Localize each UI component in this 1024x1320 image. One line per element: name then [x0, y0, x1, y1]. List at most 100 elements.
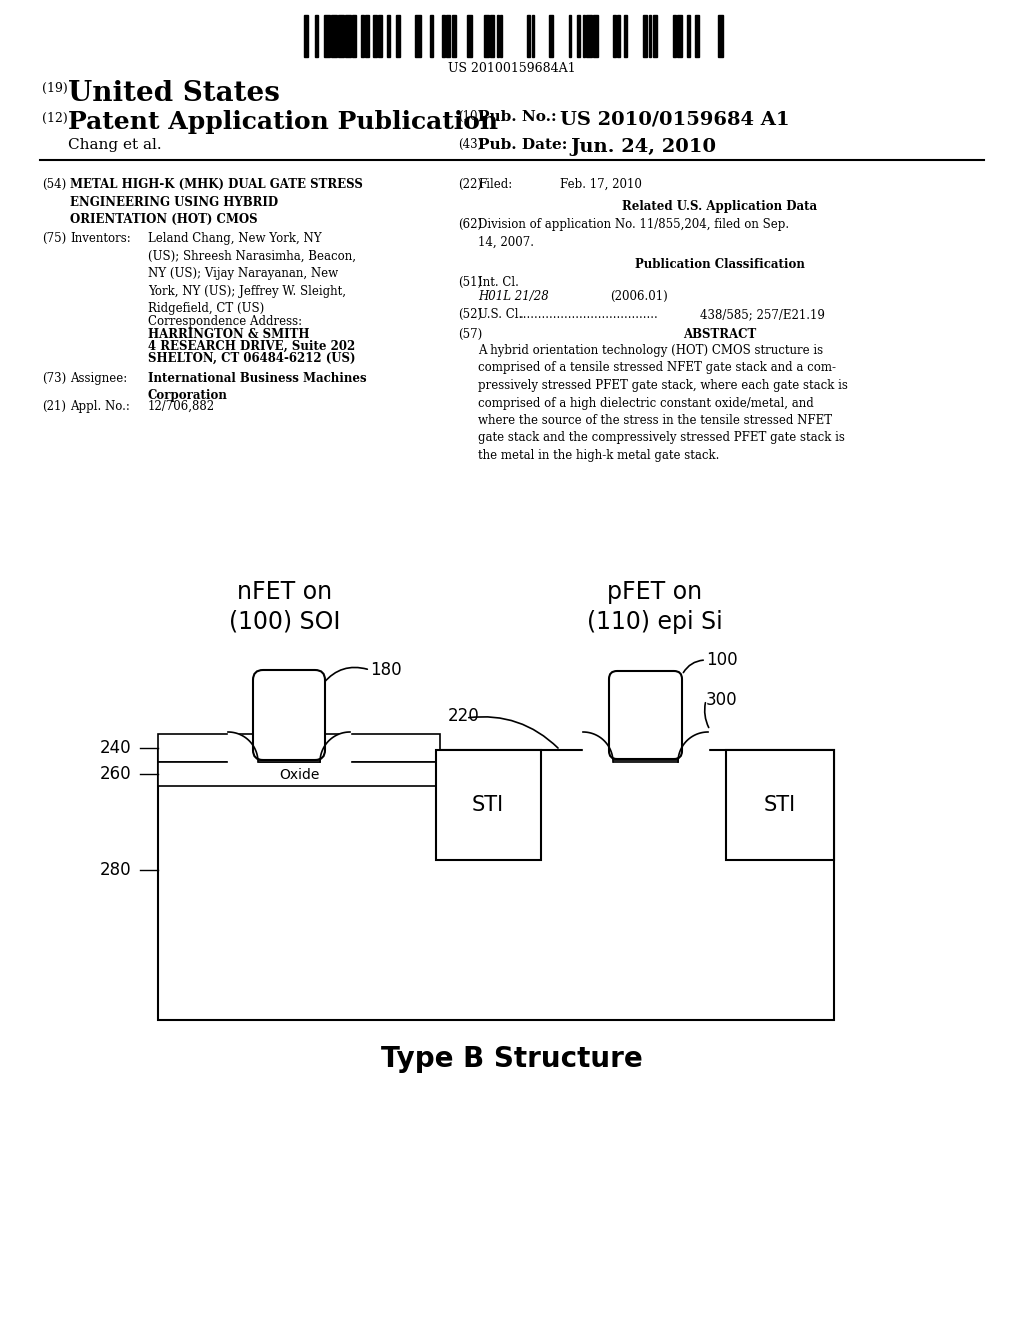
Text: (22): (22)	[458, 178, 482, 191]
Text: Filed:: Filed:	[478, 178, 512, 191]
Bar	[331, 15, 337, 57]
Text: (51): (51)	[458, 276, 482, 289]
Text: .....................................: .....................................	[520, 308, 658, 321]
Bar	[577, 15, 580, 57]
Text: US 2010/0159684 A1: US 2010/0159684 A1	[560, 110, 790, 128]
Text: 220: 220	[449, 708, 480, 725]
Text: Assignee:: Assignee:	[70, 372, 127, 385]
Bar	[583, 15, 585, 57]
Text: US 20100159684A1: US 20100159684A1	[449, 62, 575, 75]
Text: Feb. 17, 2010: Feb. 17, 2010	[560, 178, 642, 191]
Text: U.S. Cl.: U.S. Cl.	[478, 308, 522, 321]
Text: Oxide: Oxide	[279, 768, 319, 781]
Bar	[677, 15, 682, 57]
Text: Appl. No.:: Appl. No.:	[70, 400, 130, 413]
Text: (62): (62)	[458, 218, 482, 231]
Text: STI: STI	[764, 795, 796, 814]
Text: 260: 260	[100, 766, 132, 783]
Bar	[490, 15, 494, 57]
Bar	[258, 755, 319, 762]
Bar	[586, 15, 592, 57]
Text: Pub. No.:: Pub. No.:	[478, 110, 557, 124]
Text: (75): (75)	[42, 232, 67, 246]
Bar	[315, 15, 318, 57]
Text: ABSTRACT: ABSTRACT	[683, 327, 757, 341]
Text: Pub. Date:: Pub. Date:	[478, 139, 567, 152]
Text: Jun. 24, 2010: Jun. 24, 2010	[570, 139, 716, 156]
Bar	[338, 15, 344, 57]
Text: 100: 100	[706, 651, 737, 669]
Text: (2006.01): (2006.01)	[610, 290, 668, 304]
Bar	[345, 15, 351, 57]
Bar	[695, 15, 699, 57]
Bar	[158, 734, 440, 762]
Bar	[442, 15, 445, 57]
Text: (57): (57)	[458, 327, 482, 341]
Bar	[396, 15, 400, 57]
Text: STI: STI	[472, 795, 504, 814]
Bar	[352, 15, 356, 57]
Text: METAL HIGH-K (MHK) DUAL GATE STRESS
ENGINEERING USING HYBRID
ORIENTATION (HOT) C: METAL HIGH-K (MHK) DUAL GATE STRESS ENGI…	[70, 178, 362, 226]
Text: HARRINGTON & SMITH: HARRINGTON & SMITH	[148, 327, 309, 341]
Bar	[361, 15, 364, 57]
Text: United States: United States	[68, 81, 280, 107]
Text: 12/706,882: 12/706,882	[148, 400, 215, 413]
Text: (12): (12)	[42, 112, 68, 125]
Bar	[687, 15, 690, 57]
Text: Related U.S. Application Data: Related U.S. Application Data	[623, 201, 817, 213]
Bar	[415, 15, 421, 57]
Bar	[593, 15, 598, 57]
Text: 180: 180	[370, 661, 401, 678]
Bar	[617, 15, 620, 57]
Bar	[500, 15, 502, 57]
Text: Publication Classification: Publication Classification	[635, 257, 805, 271]
Bar	[653, 15, 657, 57]
Bar	[158, 750, 834, 1020]
Bar	[304, 15, 308, 57]
Bar	[436, 750, 541, 861]
FancyBboxPatch shape	[253, 671, 325, 760]
Text: (43): (43)	[458, 139, 482, 150]
Text: A hybrid orientation technology (HOT) CMOS structure is
comprised of a tensile s: A hybrid orientation technology (HOT) CM…	[478, 345, 848, 462]
Text: Division of application No. 11/855,204, filed on Sep.
14, 2007.: Division of application No. 11/855,204, …	[478, 218, 790, 248]
Bar	[373, 15, 377, 57]
Bar	[549, 15, 553, 57]
Text: Int. Cl.: Int. Cl.	[478, 276, 519, 289]
Text: nFET on
(100) SOI: nFET on (100) SOI	[229, 579, 341, 634]
Text: Type B Structure: Type B Structure	[381, 1045, 643, 1073]
Bar	[613, 755, 678, 762]
Bar	[643, 15, 647, 57]
Bar	[718, 15, 723, 57]
Text: 438/585; 257/E21.19: 438/585; 257/E21.19	[700, 308, 825, 321]
Text: 240: 240	[100, 739, 132, 756]
Bar	[387, 15, 390, 57]
Bar	[497, 15, 499, 57]
Bar	[430, 15, 433, 57]
Bar	[378, 15, 382, 57]
Text: pFET on
(110) epi Si: pFET on (110) epi Si	[587, 579, 723, 634]
Bar	[324, 15, 330, 57]
Text: (21): (21)	[42, 400, 66, 413]
Bar	[624, 15, 627, 57]
Text: (10): (10)	[458, 110, 482, 123]
Text: (73): (73)	[42, 372, 67, 385]
Text: (19): (19)	[42, 82, 68, 95]
Bar	[467, 15, 472, 57]
Bar	[527, 15, 530, 57]
Bar	[158, 762, 440, 785]
FancyBboxPatch shape	[609, 671, 682, 759]
Bar	[446, 15, 450, 57]
Bar	[365, 15, 369, 57]
Bar	[649, 15, 651, 57]
Text: Chang et al.: Chang et al.	[68, 139, 162, 152]
Text: Leland Chang, New York, NY
(US); Shreesh Narasimha, Beacon,
NY (US); Vijay Naray: Leland Chang, New York, NY (US); Shreesh…	[148, 232, 356, 315]
Text: Correspondence Address:: Correspondence Address:	[148, 315, 302, 327]
Text: H01L 21/28: H01L 21/28	[478, 290, 549, 304]
Text: SHELTON, CT 06484-6212 (US): SHELTON, CT 06484-6212 (US)	[148, 352, 355, 366]
Bar	[613, 15, 616, 57]
Bar	[569, 15, 571, 57]
Bar	[452, 15, 456, 57]
Text: International Business Machines
Corporation: International Business Machines Corporat…	[148, 372, 367, 403]
Bar	[532, 15, 534, 57]
Bar	[484, 15, 489, 57]
